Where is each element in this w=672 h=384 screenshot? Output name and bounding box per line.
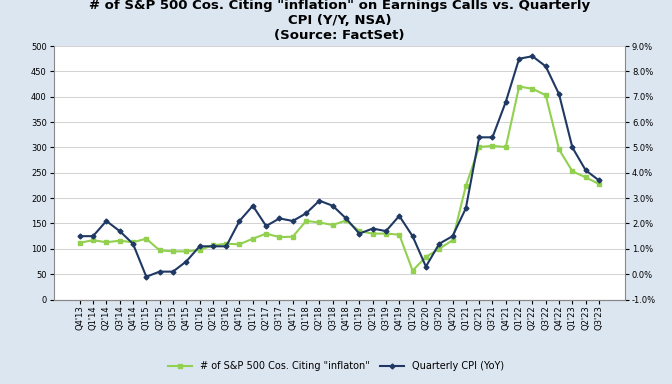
- Quarterly CPI (YoY): [329, 204, 337, 208]
- # of S&P 500 Cos. Citing "inflaton": [249, 237, 257, 241]
- Quarterly CPI (YoY): [116, 229, 124, 233]
- Quarterly CPI (YoY): [382, 229, 390, 233]
- # of S&P 500 Cos. Citing "inflaton": [409, 268, 417, 273]
- # of S&P 500 Cos. Citing "inflaton": [475, 145, 483, 149]
- Quarterly CPI (YoY): [276, 216, 284, 221]
- # of S&P 500 Cos. Citing "inflaton": [422, 255, 430, 259]
- # of S&P 500 Cos. Citing "inflaton": [502, 145, 510, 149]
- # of S&P 500 Cos. Citing "inflaton": [129, 240, 137, 245]
- Quarterly CPI (YoY): [422, 264, 430, 269]
- Quarterly CPI (YoY): [395, 214, 403, 218]
- # of S&P 500 Cos. Citing "inflaton": [169, 249, 177, 254]
- Quarterly CPI (YoY): [102, 218, 110, 223]
- # of S&P 500 Cos. Citing "inflaton": [76, 240, 84, 245]
- # of S&P 500 Cos. Citing "inflaton": [102, 240, 110, 245]
- Quarterly CPI (YoY): [342, 216, 350, 221]
- # of S&P 500 Cos. Citing "inflaton": [276, 235, 284, 240]
- # of S&P 500 Cos. Citing "inflaton": [196, 248, 204, 252]
- Quarterly CPI (YoY): [209, 244, 217, 248]
- Quarterly CPI (YoY): [569, 145, 577, 150]
- # of S&P 500 Cos. Citing "inflaton": [209, 243, 217, 248]
- # of S&P 500 Cos. Citing "inflaton": [116, 238, 124, 243]
- Legend: # of S&P 500 Cos. Citing "inflaton", Quarterly CPI (YoY): # of S&P 500 Cos. Citing "inflaton", Qua…: [164, 358, 508, 375]
- Quarterly CPI (YoY): [262, 224, 270, 228]
- # of S&P 500 Cos. Citing "inflaton": [595, 182, 603, 186]
- Quarterly CPI (YoY): [249, 204, 257, 208]
- Quarterly CPI (YoY): [302, 211, 310, 216]
- # of S&P 500 Cos. Citing "inflaton": [302, 218, 310, 223]
- Quarterly CPI (YoY): [355, 231, 364, 236]
- # of S&P 500 Cos. Citing "inflaton": [515, 84, 523, 89]
- Quarterly CPI (YoY): [595, 178, 603, 183]
- Quarterly CPI (YoY): [76, 234, 84, 238]
- Quarterly CPI (YoY): [182, 259, 190, 264]
- # of S&P 500 Cos. Citing "inflaton": [329, 223, 337, 227]
- # of S&P 500 Cos. Citing "inflaton": [315, 220, 323, 225]
- # of S&P 500 Cos. Citing "inflaton": [448, 238, 456, 243]
- Quarterly CPI (YoY): [89, 234, 97, 238]
- # of S&P 500 Cos. Citing "inflaton": [395, 232, 403, 237]
- # of S&P 500 Cos. Citing "inflaton": [235, 242, 243, 247]
- Quarterly CPI (YoY): [462, 206, 470, 210]
- # of S&P 500 Cos. Citing "inflaton": [528, 86, 536, 91]
- Line: # of S&P 500 Cos. Citing "inflaton": # of S&P 500 Cos. Citing "inflaton": [78, 85, 601, 272]
- Quarterly CPI (YoY): [502, 99, 510, 104]
- # of S&P 500 Cos. Citing "inflaton": [89, 238, 97, 243]
- Quarterly CPI (YoY): [515, 56, 523, 61]
- # of S&P 500 Cos. Citing "inflaton": [462, 184, 470, 188]
- Quarterly CPI (YoY): [235, 218, 243, 223]
- Quarterly CPI (YoY): [582, 168, 590, 172]
- Quarterly CPI (YoY): [196, 244, 204, 248]
- Line: Quarterly CPI (YoY): Quarterly CPI (YoY): [78, 55, 601, 278]
- # of S&P 500 Cos. Citing "inflaton": [182, 249, 190, 254]
- # of S&P 500 Cos. Citing "inflaton": [555, 147, 563, 152]
- Quarterly CPI (YoY): [475, 135, 483, 140]
- Quarterly CPI (YoY): [289, 218, 297, 223]
- # of S&P 500 Cos. Citing "inflaton": [222, 242, 230, 246]
- Title: # of S&P 500 Cos. Citing "inflation" on Earnings Calls vs. Quarterly
CPI (Y/Y, N: # of S&P 500 Cos. Citing "inflation" on …: [89, 0, 590, 42]
- Quarterly CPI (YoY): [435, 242, 444, 246]
- Quarterly CPI (YoY): [489, 135, 497, 140]
- # of S&P 500 Cos. Citing "inflaton": [382, 231, 390, 236]
- Quarterly CPI (YoY): [528, 54, 536, 58]
- # of S&P 500 Cos. Citing "inflaton": [582, 175, 590, 180]
- # of S&P 500 Cos. Citing "inflaton": [289, 234, 297, 239]
- # of S&P 500 Cos. Citing "inflaton": [142, 237, 151, 241]
- # of S&P 500 Cos. Citing "inflaton": [569, 169, 577, 174]
- Quarterly CPI (YoY): [542, 64, 550, 69]
- # of S&P 500 Cos. Citing "inflaton": [262, 231, 270, 236]
- # of S&P 500 Cos. Citing "inflaton": [342, 218, 350, 223]
- # of S&P 500 Cos. Citing "inflaton": [369, 231, 377, 236]
- # of S&P 500 Cos. Citing "inflaton": [542, 93, 550, 98]
- Quarterly CPI (YoY): [409, 234, 417, 238]
- Quarterly CPI (YoY): [369, 226, 377, 231]
- # of S&P 500 Cos. Citing "inflaton": [156, 248, 164, 253]
- Quarterly CPI (YoY): [315, 199, 323, 203]
- Quarterly CPI (YoY): [142, 275, 151, 279]
- # of S&P 500 Cos. Citing "inflaton": [435, 247, 444, 251]
- Quarterly CPI (YoY): [448, 234, 456, 238]
- # of S&P 500 Cos. Citing "inflaton": [489, 144, 497, 148]
- Quarterly CPI (YoY): [169, 269, 177, 274]
- Quarterly CPI (YoY): [129, 242, 137, 246]
- Quarterly CPI (YoY): [555, 92, 563, 96]
- # of S&P 500 Cos. Citing "inflaton": [355, 229, 364, 233]
- Quarterly CPI (YoY): [222, 244, 230, 248]
- Quarterly CPI (YoY): [156, 269, 164, 274]
